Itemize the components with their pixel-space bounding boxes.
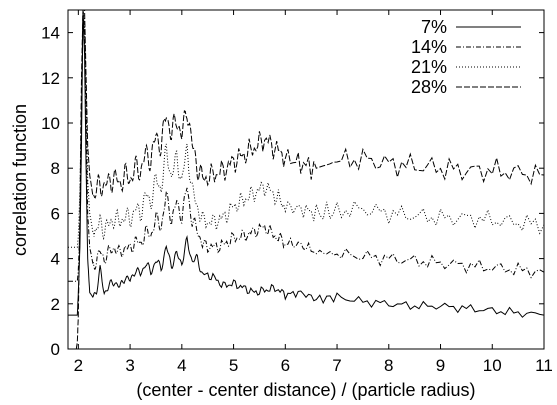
x-tick-label: 6: [281, 356, 290, 375]
series-line-1: [68, 10, 544, 318]
x-axis-title: (center - center distance) / (particle r…: [136, 380, 475, 400]
x-tick-label: 9: [436, 356, 445, 375]
x-tick-label: 2: [74, 356, 83, 375]
y-tick-label: 6: [51, 204, 60, 223]
series-line-3: [68, 10, 544, 248]
x-axis: 2 3 4 5 6 7 8 9 10 11: [74, 10, 553, 375]
plot-frame: [67, 9, 545, 350]
y-tick-label: 0: [51, 340, 60, 359]
y-axis-title: correlation function: [10, 104, 30, 256]
y-axis: 0 2 4 6 8 10 12 14: [41, 24, 544, 359]
x-tick-label: 8: [384, 356, 393, 375]
legend-label: 14%: [411, 37, 447, 57]
x-tick-label: 5: [229, 356, 238, 375]
x-tick-label: 4: [177, 356, 186, 375]
y-tick-label: 4: [51, 250, 60, 269]
series-line-4: [68, 10, 544, 349]
x-tick-label: 11: [535, 356, 553, 375]
series-lines: [68, 10, 544, 349]
series-line-2: [68, 10, 544, 282]
x-tick-label: 7: [332, 356, 341, 375]
legend-label: 7%: [421, 17, 447, 37]
legend-label: 21%: [411, 57, 447, 77]
legend-label: 28%: [411, 77, 447, 97]
x-tick-label: 3: [125, 356, 134, 375]
y-tick-label: 12: [41, 69, 60, 88]
y-tick-label: 8: [51, 159, 60, 178]
y-tick-label: 14: [41, 24, 60, 43]
y-tick-label: 2: [51, 295, 60, 314]
legend: 7%14%21%28%: [411, 17, 521, 97]
x-tick-label: 10: [483, 356, 502, 375]
y-tick-label: 10: [41, 114, 60, 133]
